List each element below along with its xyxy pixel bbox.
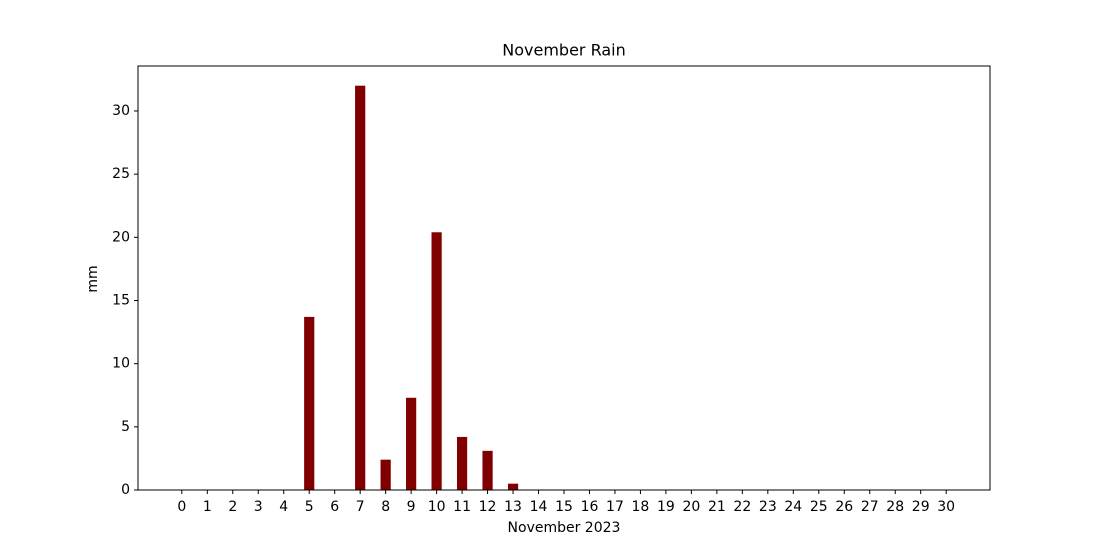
x-tick-label: 25 (810, 499, 828, 515)
x-tick-label: 5 (305, 499, 314, 515)
y-axis-label: mm (85, 265, 101, 292)
x-axis-label: November 2023 (508, 520, 621, 536)
x-tick-label: 16 (581, 499, 599, 515)
x-tick-label: 20 (682, 499, 700, 515)
x-tick-label: 15 (555, 499, 573, 515)
y-tick-label: 15 (112, 292, 130, 308)
x-tick-label: 12 (479, 499, 497, 515)
x-tick-label: 21 (708, 499, 726, 515)
x-tick-label: 18 (632, 499, 650, 515)
x-tick-label: 11 (453, 499, 471, 515)
x-tick-label: 8 (381, 499, 390, 515)
x-tick-label: 0 (177, 499, 186, 515)
y-tick-label: 30 (112, 103, 130, 119)
bar (406, 397, 417, 490)
bar (507, 483, 519, 490)
x-tick-label: 29 (912, 499, 930, 515)
x-tick-label: 6 (330, 499, 339, 515)
x-tick-label: 4 (279, 499, 288, 515)
bar (482, 450, 493, 490)
x-tick-label: 26 (835, 499, 853, 515)
plot-frame (137, 65, 991, 491)
y-tick-label: 20 (112, 229, 130, 245)
x-tick-label: 2 (228, 499, 237, 515)
x-tick-label: 28 (886, 499, 904, 515)
x-tick-label: 19 (657, 499, 675, 515)
x-tick-label: 14 (530, 499, 548, 515)
y-tick-label: 25 (112, 166, 130, 182)
y-tick-label: 0 (121, 482, 130, 498)
y-tick-label: 5 (121, 419, 130, 435)
x-tick-label: 30 (937, 499, 955, 515)
x-tick-label: 17 (606, 499, 624, 515)
x-tick-label: 27 (861, 499, 879, 515)
bar (355, 85, 366, 491)
bar (456, 436, 468, 490)
x-tick-label: 3 (254, 499, 263, 515)
x-tick-label: 1 (203, 499, 212, 515)
bar (380, 459, 391, 490)
x-tick-label: 24 (784, 499, 802, 515)
bar (431, 232, 442, 491)
bar (304, 316, 315, 490)
x-tick-label: 13 (504, 499, 522, 515)
y-tick-label: 10 (112, 356, 130, 372)
chart-title: November Rain (502, 41, 625, 60)
x-tick-label: 9 (407, 499, 416, 515)
x-tick-label: 7 (356, 499, 365, 515)
x-tick-label: 22 (733, 499, 751, 515)
x-tick-label: 10 (428, 499, 446, 515)
x-tick-label: 23 (759, 499, 777, 515)
